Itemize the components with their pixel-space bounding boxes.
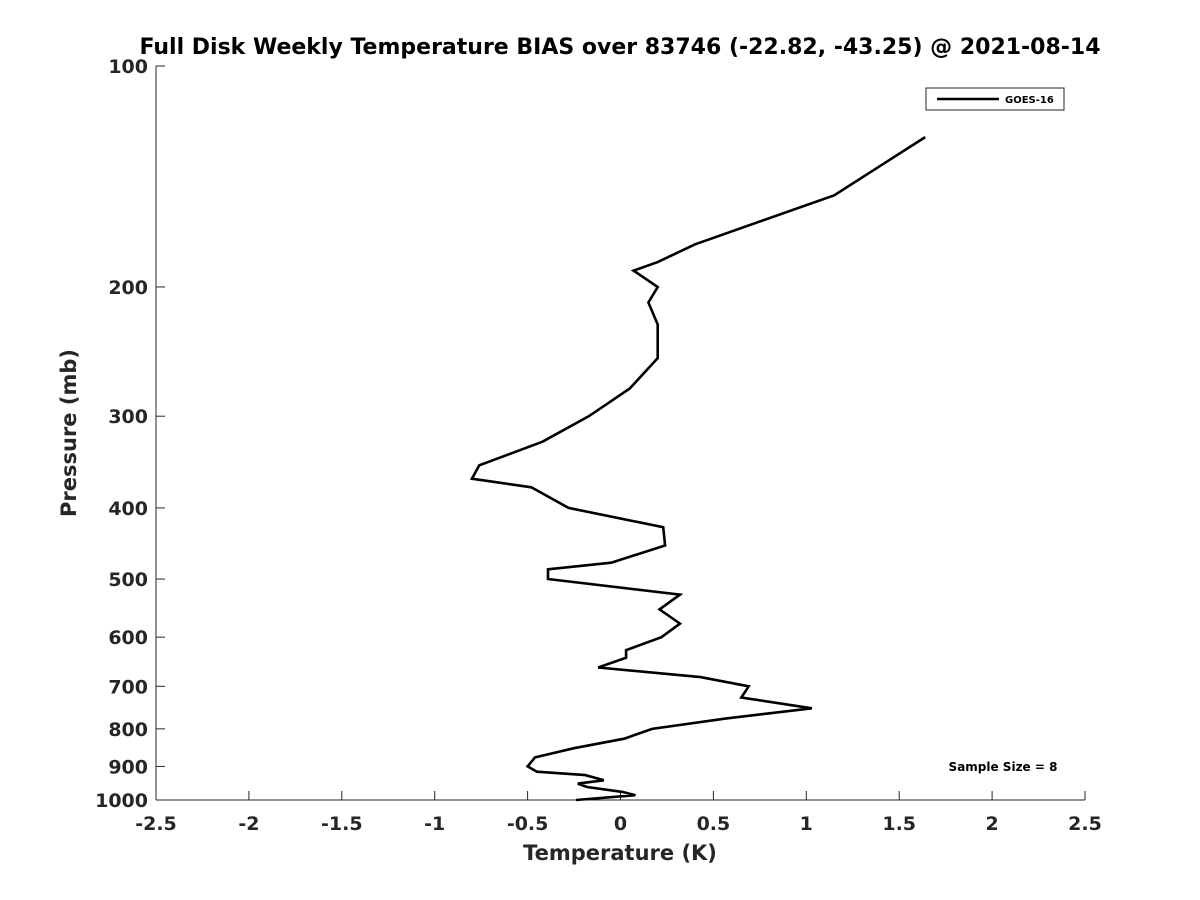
y-tick-label: 400 (108, 498, 148, 520)
y-tick-label: 100 (108, 56, 148, 78)
x-tick-label: 0 (614, 813, 627, 835)
x-tick-label: -2 (238, 813, 259, 835)
x-tick-label: -0.5 (507, 813, 549, 835)
x-tick-label: -1.5 (321, 813, 363, 835)
y-tick-label: 500 (108, 569, 148, 591)
y-tick-label: 600 (108, 627, 148, 649)
x-tick-label: 1 (800, 813, 813, 835)
x-tick-label: 0.5 (697, 813, 731, 835)
x-tick-label: -1 (424, 813, 445, 835)
legend-entry-goes-16: GOES-16 (1005, 95, 1054, 106)
y-tick-label: 800 (108, 719, 148, 741)
y-tick-label: 900 (108, 756, 148, 778)
plot-axes (155, 66, 1085, 801)
y-tick-label: 300 (108, 406, 148, 428)
sample-size-annotation: Sample Size = 8 (949, 760, 1058, 774)
x-tick-label: -2.5 (135, 813, 177, 835)
x-tick-label: 2 (985, 813, 998, 835)
y-axis-ticks: 100 200 300 400 500 600 700 800 900 1000 (95, 56, 165, 812)
chart-title: Full Disk Weekly Temperature BIAS over 8… (139, 35, 1100, 60)
y-tick-label: 1000 (95, 790, 148, 812)
y-tick-label: 700 (108, 676, 148, 698)
y-tick-label: 200 (108, 277, 148, 299)
legend: GOES-16 (925, 87, 1065, 111)
x-axis-ticks: -2.5 -2 -1.5 -1 -0.5 0 0.5 1 1.5 2 2.5 (135, 791, 1102, 835)
x-axis-label: Temperature (K) (523, 841, 717, 865)
series-line-goes-16 (469, 136, 926, 802)
x-tick-label: 1.5 (882, 813, 916, 835)
series-layer (469, 136, 926, 802)
y-axis-label: Pressure (mb) (57, 349, 81, 517)
x-tick-label: 2.5 (1068, 813, 1102, 835)
